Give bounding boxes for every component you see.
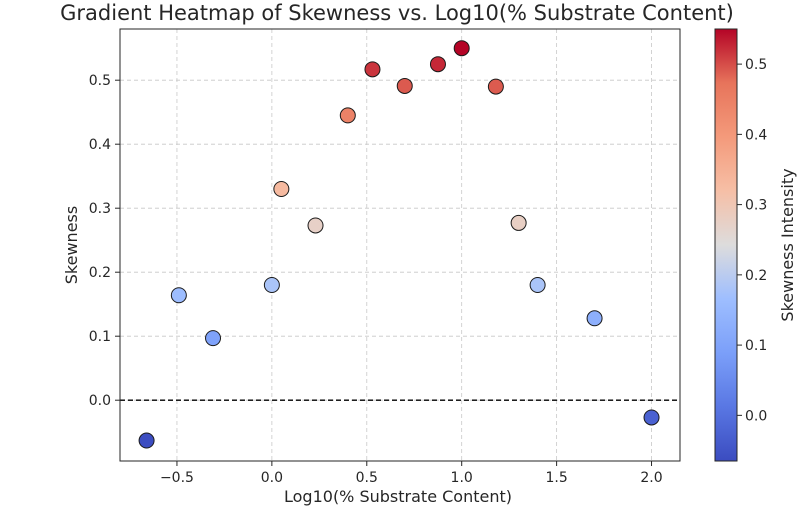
chart-title: Gradient Heatmap of Skewness vs. Log10(%… — [60, 1, 734, 25]
y-tick-label: 0.0 — [89, 393, 111, 409]
colorbar-tick-label: 0.1 — [745, 338, 767, 354]
y-axis-ticks: 0.0 0.1 0.2 0.3 0.4 0.5 — [89, 73, 120, 409]
x-tick-label: 0.5 — [356, 470, 378, 486]
x-tick-label: 0.0 — [261, 470, 283, 486]
x-tick-label: −0.5 — [160, 470, 194, 486]
scatter-point — [138, 432, 155, 449]
colorbar-tick-label: 0.4 — [745, 127, 767, 143]
y-tick-label: 0.2 — [89, 265, 111, 281]
y-tick-label: 0.3 — [89, 201, 111, 217]
scatter-point — [170, 287, 187, 304]
colorbar-label: Skewness Intensity — [778, 168, 797, 321]
x-tick-label: 1.0 — [451, 470, 473, 486]
scatter-point — [339, 107, 356, 124]
y-axis-label: Skewness — [62, 206, 81, 284]
x-axis-label: Log10(% Substrate Content) — [284, 487, 512, 506]
scatter-point — [529, 277, 546, 293]
colorbar-ticks: 0.0 0.1 0.2 0.3 0.4 0.5 — [737, 57, 767, 424]
scatter-point — [487, 78, 504, 95]
colorbar-tick-label: 0.5 — [745, 57, 767, 73]
scatter-point — [510, 214, 527, 231]
scatter-point — [429, 56, 446, 73]
plot-frame — [119, 28, 681, 462]
scatter-point — [205, 330, 222, 347]
scatter-point — [453, 40, 470, 57]
colorbar — [714, 28, 738, 462]
scatter-point — [307, 217, 324, 234]
y-tick-label: 0.1 — [89, 329, 111, 345]
x-tick-label: 2.0 — [640, 470, 662, 486]
data-points — [138, 40, 660, 449]
scatter-point — [586, 310, 603, 327]
scatter-point — [396, 77, 413, 94]
scatter-point — [364, 61, 381, 78]
y-tick-label: 0.5 — [89, 73, 111, 89]
colorbar-tick-label: 0.0 — [745, 408, 767, 424]
colorbar-tick-label: 0.3 — [745, 198, 767, 214]
scatter-point — [643, 409, 660, 426]
y-tick-label: 0.4 — [89, 137, 111, 153]
scatter-point — [263, 277, 280, 293]
x-tick-label: 1.5 — [545, 470, 567, 486]
grid-lines — [120, 29, 680, 461]
scatter-point — [273, 181, 290, 197]
x-axis-ticks: −0.5 0.0 0.5 1.0 1.5 2.0 — [160, 461, 663, 486]
colorbar-tick-label: 0.2 — [745, 268, 767, 284]
